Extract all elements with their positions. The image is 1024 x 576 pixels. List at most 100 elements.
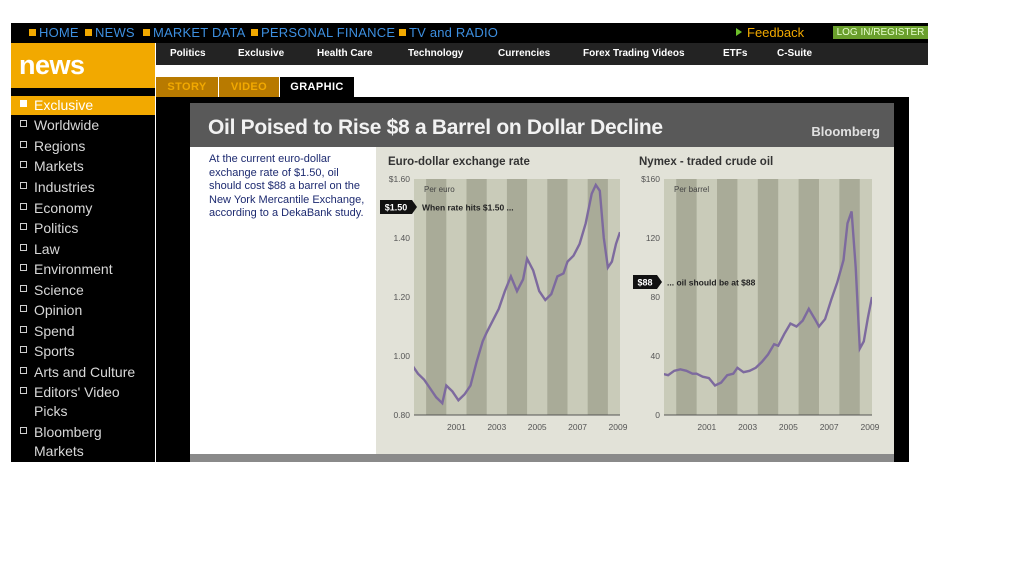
bullet-square-icon [29, 29, 36, 36]
sidebar-item-label: Arts and Culture [34, 364, 136, 380]
bullet-square-icon [20, 346, 27, 353]
sidebar-item-sports[interactable]: Sports [11, 342, 155, 361]
subnav-technology-link[interactable]: Technology [408, 48, 464, 59]
sidebar-item-bloomberg-markets[interactable]: Bloomberg Markets [11, 423, 155, 461]
chart2-callout-pointer [657, 275, 662, 289]
chart2-unit-label: Per barrel [674, 185, 709, 194]
sidebar-item-label: Worldwide [34, 117, 100, 133]
chart2-year-band [757, 179, 779, 415]
chart2-year-band [798, 179, 819, 415]
chart2-x-tick-label: 2009 [860, 422, 879, 432]
chart1-callout-text: When rate hits $1.50 ... [422, 203, 514, 213]
sidebar-item-label: Opinion [34, 302, 83, 318]
sidebar-item-editors-video-picks[interactable]: Editors' Video Picks [11, 383, 155, 421]
chart2-x-tick-label: 2003 [738, 422, 757, 432]
chart2-y-tick-label: 120 [646, 233, 660, 243]
chart2-series-line [664, 211, 872, 387]
sidebar-item-opinion[interactable]: Opinion [11, 301, 155, 320]
section-navigation-bar: Politics Exclusive Health Care Technolog… [156, 43, 928, 65]
chart1-x-tick-label: 2005 [528, 422, 547, 432]
sidebar-item-industries[interactable]: Industries [11, 178, 155, 197]
login-register-button[interactable]: LOG IN/REGISTER [833, 26, 928, 39]
topnav-news-link[interactable]: NEWS [85, 25, 135, 40]
chart1-y-tick-label: 1.00 [393, 351, 410, 361]
chart1-year-band [506, 179, 528, 415]
bullet-square-icon [20, 203, 27, 210]
chart2-y-tick-label: 80 [651, 292, 661, 302]
topnav-home-link[interactable]: HOME [29, 25, 79, 40]
bullet-square-icon [20, 100, 27, 107]
sidebar-item-label: Regions [34, 138, 86, 154]
charts-svg: Euro-dollar exchange rate $1.60 1.40 1.20 1.… [380, 156, 880, 432]
subnav-exclusive-link[interactable]: Exclusive [238, 48, 285, 59]
sidebar-item-label: Bloomberg Markets [34, 424, 102, 459]
tab-story[interactable]: STORY [156, 77, 218, 97]
sidebar-item-label: Environment [34, 261, 113, 277]
play-arrow-icon [736, 28, 742, 36]
topnav-market-data-link[interactable]: MARKET DATA [143, 25, 246, 40]
subnav-politics-link[interactable]: Politics [170, 48, 206, 59]
bullet-square-icon [143, 29, 150, 36]
bullet-square-icon [20, 427, 27, 434]
chart1-unit-label: Per euro [424, 185, 455, 194]
subnav-etfs-link[interactable]: ETFs [723, 48, 748, 59]
sidebar-item-exclusive[interactable]: Exclusive [11, 96, 155, 115]
bullet-square-icon [20, 223, 27, 230]
infographic-source: Bloomberg [811, 124, 880, 139]
chart1-callout-value: $1.50 [385, 203, 408, 213]
sidebar-item-label: Industries [34, 179, 95, 195]
sidebar-item-spend[interactable]: Spend [11, 322, 155, 341]
sidebar-item-science[interactable]: Science [11, 281, 155, 300]
bullet-square-icon [20, 120, 27, 127]
bullet-square-icon [20, 161, 27, 168]
sidebar-item-regions[interactable]: Regions [11, 137, 155, 156]
sidebar-item-arts-and-culture[interactable]: Arts and Culture [11, 363, 155, 382]
chart1-callout-badge [380, 200, 412, 214]
top-navigation-bar: HOME NEWS MARKET DATA PERSONAL FINANCE T… [11, 23, 928, 43]
sidebar: Exclusive Worldwide Regions Markets Indu… [11, 88, 155, 462]
chart1-x-tick-label: 2007 [568, 422, 587, 432]
bullet-square-icon [20, 326, 27, 333]
sidebar-item-politics[interactable]: Politics [11, 219, 155, 238]
feedback-link[interactable]: Feedback [736, 25, 804, 40]
chart2-x-tick-label: 2005 [779, 422, 798, 432]
sidebar-item-label: Sports [34, 343, 75, 359]
subnav-c-suite-link[interactable]: C-Suite [777, 48, 812, 59]
chart1-x-tick-label: 2003 [487, 422, 506, 432]
sidebar-item-worldwide[interactable]: Worldwide [11, 116, 155, 135]
chart1-title: Euro-dollar exchange rate [388, 156, 530, 168]
subnav-currencies-link[interactable]: Currencies [498, 48, 551, 59]
chart2-title: Nymex - traded crude oil [639, 156, 773, 168]
sidebar-item-law[interactable]: Law [11, 240, 155, 259]
logo-text: news [19, 50, 85, 80]
infographic: Oil Poised to Rise $8 a Barrel on Dollar… [190, 103, 894, 462]
subnav-health-care-link[interactable]: Health Care [317, 48, 373, 59]
content-tabs: STORY VIDEO GRAPHIC [156, 65, 928, 97]
sidebar-item-label: Science [34, 282, 84, 298]
sidebar-item-label: Markets [34, 158, 84, 174]
bullet-square-icon [20, 141, 27, 148]
chart1-y-tick-label: $1.60 [389, 174, 411, 184]
bullet-square-icon [20, 387, 27, 394]
chart2-callout-badge [633, 275, 657, 289]
chart1-x-tick-label: 2001 [447, 422, 466, 432]
sidebar-item-label: Editors' Video Picks [34, 384, 120, 419]
infographic-footer-bar [190, 454, 894, 462]
bullet-square-icon [20, 285, 27, 292]
topnav-personal-finance-link[interactable]: PERSONAL FINANCE [251, 25, 395, 40]
chart1-x-tick-label: 2009 [609, 422, 628, 432]
sidebar-item-markets[interactable]: Markets [11, 157, 155, 176]
bullet-square-icon [399, 29, 406, 36]
subnav-forex-videos-link[interactable]: Forex Trading Videos [583, 48, 685, 59]
sidebar-item-economy[interactable]: Economy [11, 199, 155, 218]
infographic-header: Oil Poised to Rise $8 a Barrel on Dollar… [190, 103, 894, 147]
bullet-square-icon [20, 305, 27, 312]
chart1-year-band [547, 179, 568, 415]
topnav-tv-radio-link[interactable]: TV and RADIO [399, 25, 498, 40]
tab-video[interactable]: VIDEO [219, 77, 279, 97]
bullet-square-icon [20, 367, 27, 374]
chart1-y-tick-label: 1.20 [393, 292, 410, 302]
tab-graphic[interactable]: GRAPHIC [280, 77, 354, 97]
news-logo[interactable]: news [11, 43, 155, 88]
sidebar-item-environment[interactable]: Environment [11, 260, 155, 279]
